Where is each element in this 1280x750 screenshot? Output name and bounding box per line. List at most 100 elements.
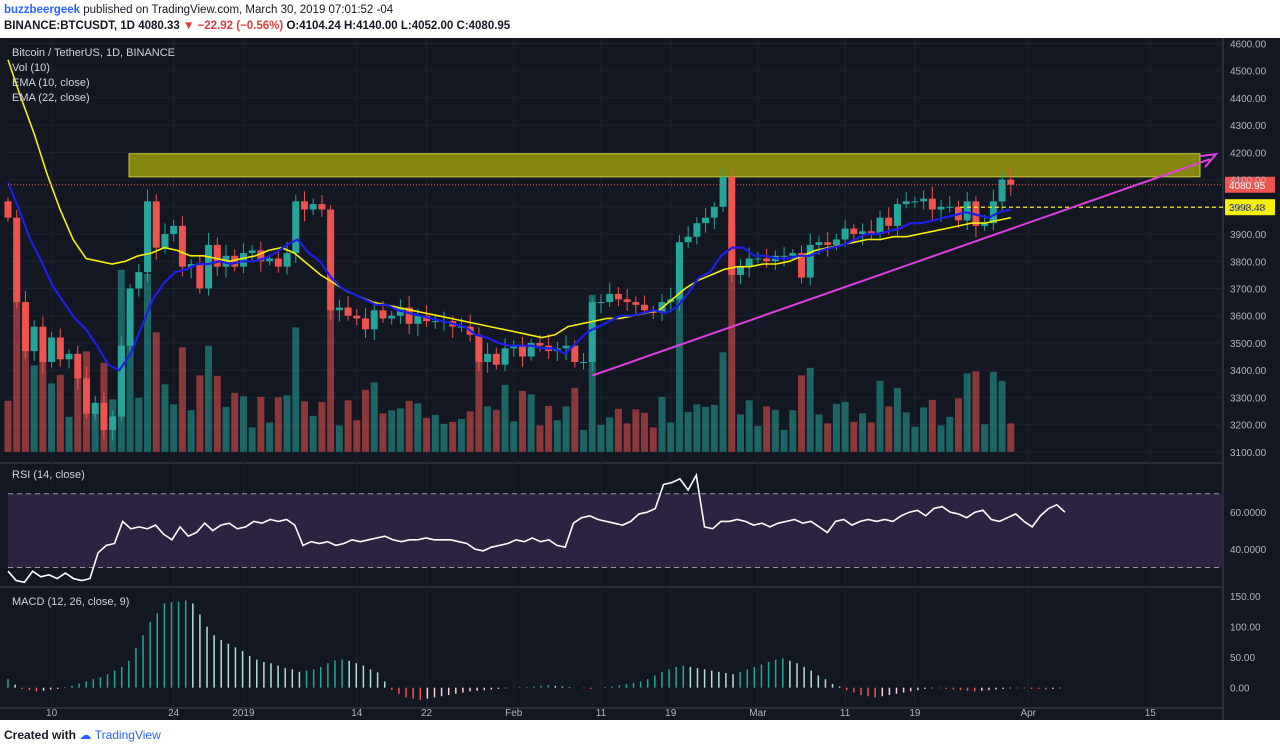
legend-ema10: EMA (10, close) bbox=[12, 77, 90, 89]
candle-body bbox=[580, 361, 588, 363]
volume-bar bbox=[144, 273, 152, 452]
candle-body bbox=[893, 204, 901, 226]
last-price-text: 4080.33 bbox=[138, 20, 180, 32]
volume-bar bbox=[344, 400, 352, 452]
volume-bar bbox=[675, 298, 683, 452]
volume-bar bbox=[213, 375, 221, 452]
annotation-lines: 4080.95 3998.48 bbox=[8, 152, 1275, 377]
time-tick-label: Apr bbox=[1020, 708, 1036, 719]
volume-bar bbox=[693, 404, 701, 452]
volume-bar bbox=[641, 412, 649, 452]
candle-body bbox=[91, 402, 99, 414]
candle-body bbox=[248, 250, 256, 254]
candle-body bbox=[693, 223, 701, 237]
price-tick-label: 4600.00 bbox=[1230, 39, 1267, 50]
candle-body bbox=[170, 225, 178, 235]
volume-bar bbox=[56, 374, 64, 452]
candle-body bbox=[1007, 179, 1015, 185]
candle-body bbox=[144, 201, 152, 273]
volume-bar bbox=[222, 406, 230, 452]
axes: 4600.00 4500.00 4400.00 4300.00 4200.00 4100.… bbox=[46, 39, 1267, 719]
candle-body bbox=[745, 258, 753, 267]
volume-bar bbox=[815, 414, 823, 452]
candle-body bbox=[981, 223, 989, 226]
time-tick-label: 19 bbox=[665, 708, 677, 719]
candle-body bbox=[21, 302, 29, 352]
macd-tick-label: 50.00 bbox=[1230, 653, 1255, 664]
candle-body bbox=[178, 225, 186, 267]
legend-vol: Vol (10) bbox=[12, 62, 50, 74]
volume-bar bbox=[946, 416, 954, 452]
candle-body bbox=[484, 353, 492, 362]
time-tick-label: 19 bbox=[909, 708, 921, 719]
candle-body bbox=[48, 337, 56, 362]
volume-bar bbox=[1007, 423, 1015, 452]
volume-bar bbox=[152, 332, 160, 452]
candle-body bbox=[736, 266, 744, 275]
grid bbox=[0, 38, 1224, 720]
volume-bar bbox=[920, 407, 928, 452]
volume-bar bbox=[370, 382, 378, 452]
volume-bar bbox=[91, 409, 99, 452]
volume-bar bbox=[597, 424, 605, 452]
tradingview-logo-icon: ☁ bbox=[79, 728, 92, 742]
publication-header: buzzbeergeek published on TradingView.co… bbox=[0, 0, 1280, 38]
chart-area[interactable]: 4080.95 3998.48 60.0000 40.0000 150.00 100.… bbox=[0, 38, 1280, 720]
candle-body bbox=[728, 176, 736, 275]
volume-bar bbox=[832, 403, 840, 452]
volume-bar bbox=[431, 414, 439, 452]
volume-bar bbox=[649, 427, 657, 452]
volume-bar bbox=[998, 380, 1006, 452]
volume-bar bbox=[614, 408, 622, 452]
candle-body bbox=[876, 217, 884, 235]
rsi-tick-label: 60.0000 bbox=[1230, 508, 1267, 519]
candle-body bbox=[710, 206, 718, 218]
volume-bar bbox=[798, 375, 806, 452]
volume-bar bbox=[449, 421, 457, 452]
volume-bar bbox=[885, 406, 893, 452]
volume-bar bbox=[527, 394, 535, 452]
candle-body bbox=[780, 255, 788, 257]
reference-price-badge bbox=[1225, 199, 1275, 216]
macd-tick-label: 0.00 bbox=[1230, 684, 1250, 695]
rsi-label: RSI (14, close) bbox=[12, 469, 85, 481]
publisher-line: buzzbeergeek published on TradingView.co… bbox=[4, 4, 393, 16]
volume-bar bbox=[440, 423, 448, 452]
candle-body bbox=[56, 337, 64, 360]
volume-bar bbox=[545, 405, 553, 452]
volume-bar bbox=[327, 218, 335, 452]
volume-bar bbox=[196, 375, 204, 452]
last-price-label: 4080.95 bbox=[1229, 181, 1266, 192]
time-tick-label: 11 bbox=[596, 708, 607, 719]
candle-body bbox=[571, 345, 579, 362]
volume-bar bbox=[205, 345, 213, 452]
candle-body bbox=[623, 299, 631, 303]
volume-bar bbox=[902, 412, 910, 452]
volume-bar bbox=[859, 413, 867, 452]
candle-body bbox=[283, 253, 291, 267]
volume-bar bbox=[300, 401, 308, 452]
candle-body bbox=[100, 402, 108, 431]
candle-body bbox=[196, 263, 204, 289]
volume-bar bbox=[867, 422, 875, 452]
price-tick-label: 3800.00 bbox=[1230, 257, 1267, 268]
trendline-arrowhead bbox=[1199, 152, 1219, 168]
tradingview-link[interactable]: TradingView bbox=[94, 728, 161, 742]
candle-body bbox=[510, 345, 518, 349]
candle-body bbox=[388, 315, 396, 319]
volume-bar bbox=[283, 395, 291, 452]
author-link[interactable]: buzzbeergeek bbox=[4, 4, 81, 16]
volume-bar bbox=[266, 422, 274, 452]
candle-body bbox=[998, 179, 1006, 202]
symbol-text: BINANCE:BTCUSDT, 1D bbox=[4, 20, 135, 32]
candle-body bbox=[859, 231, 867, 235]
volume-bar bbox=[981, 424, 989, 452]
volume-bar bbox=[405, 400, 413, 452]
candle-body bbox=[527, 342, 535, 357]
change-down-icon: ▼ bbox=[182, 20, 195, 32]
macd-pane: 150.00 100.00 50.00 0.00 bbox=[7, 592, 1261, 700]
candle-body bbox=[867, 231, 875, 235]
volume-bar bbox=[728, 223, 736, 452]
volume-bar bbox=[841, 401, 849, 452]
